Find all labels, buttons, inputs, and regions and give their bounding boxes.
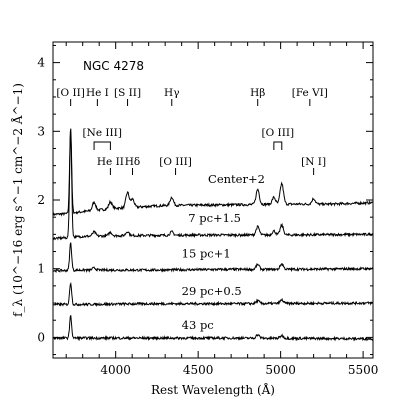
line-id-label: Hδ	[125, 156, 140, 168]
line-id-label: [O III]	[262, 127, 295, 139]
y-tick-label: 4	[37, 56, 45, 70]
line-id-bracket	[93, 141, 111, 150]
spectrum-label: Center+2	[208, 172, 265, 186]
line-id-label: Hβ	[250, 87, 265, 99]
x-tick-label: 4500	[183, 363, 214, 377]
spectra-lines: Center+2 7 pc+1.5 15 pc+1 29 pc+0.5 43 pc	[52, 128, 374, 342]
y-tick-label: 2	[37, 193, 45, 207]
y-tick-label: 3	[37, 124, 45, 138]
spectrum-line	[52, 281, 373, 308]
x-tick-label: 4000	[100, 363, 131, 377]
x-tick-label: 5500	[348, 363, 379, 377]
spectrum-label: 7 pc+1.5	[188, 211, 241, 225]
y-tick-label: 0	[37, 330, 45, 344]
spectrum-line	[52, 128, 373, 217]
chart-title: NGC 4278	[83, 59, 144, 73]
x-axis-title: Rest Wavelength (Å)	[151, 382, 275, 397]
spectrum-label: 15 pc+1	[182, 247, 231, 261]
line-id-label: Hγ	[164, 87, 179, 99]
line-id-label: [O III]	[159, 156, 192, 168]
spectrum-line	[52, 242, 374, 274]
line-identifications: [O II] He I [S II] Hγ Hβ [Fe VI] [Ne III] [O II…	[56, 87, 328, 175]
axis-ticks: 4000 4500 5000 5500 0 1 2 3 4	[37, 42, 378, 377]
y-tick-label: 1	[37, 262, 45, 276]
line-id-bracket	[273, 141, 283, 150]
y-axis-title: f_λ (10^−16 erg s^−1 cm^−2 Å^−1)	[10, 83, 25, 317]
line-id-label: [Ne III]	[83, 127, 122, 139]
spectrum-label: 43 pc	[182, 318, 214, 332]
spectrum-label: 29 pc+0.5	[182, 284, 242, 298]
line-id-label: [Fe VI]	[292, 87, 328, 99]
line-id-label: [N I]	[301, 156, 326, 168]
line-id-label: [S II]	[114, 87, 141, 99]
line-id-label: He I	[86, 87, 109, 99]
x-tick-label: 5000	[265, 363, 296, 377]
spectrum-line	[52, 133, 374, 241]
line-id-label: He II	[97, 156, 124, 168]
line-id-label: [O II]	[56, 87, 84, 99]
spectrum-line	[52, 315, 374, 342]
